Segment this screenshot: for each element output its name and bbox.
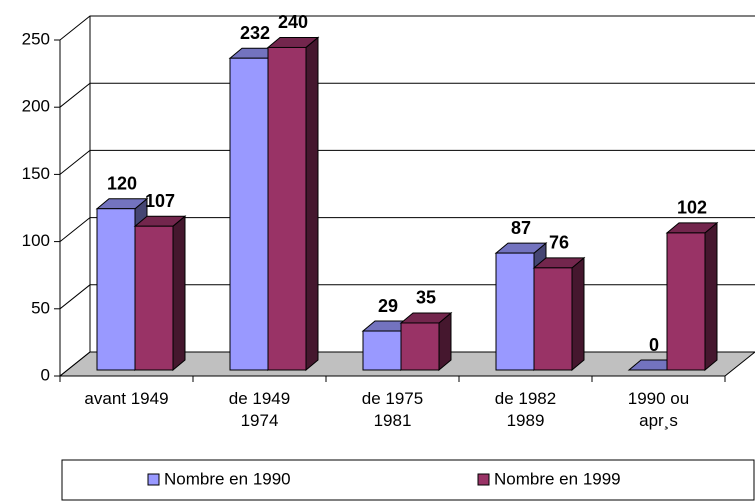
value-label: 0 [649, 335, 659, 355]
bar-side [704, 221, 718, 372]
legend-swatch [147, 473, 160, 486]
grid-line [59, 217, 755, 242]
value-label: 35 [416, 288, 436, 308]
value-label: 87 [511, 218, 531, 238]
bar [96, 208, 136, 371]
value-label: 232 [240, 23, 270, 43]
x-tick-line: de 1949 [229, 389, 290, 408]
legend [61, 459, 755, 501]
x-tick-line: avant 1949 [84, 389, 168, 408]
x-tick-label: de 1982 1989 [495, 389, 556, 430]
bar [400, 322, 440, 371]
grid-line [59, 82, 755, 108]
x-tick-line: 1981 [374, 411, 412, 430]
bar [229, 57, 269, 371]
value-label: 102 [677, 198, 707, 218]
x-tick-label: 1990 ou apr¸s [628, 389, 689, 430]
bar-side [571, 256, 585, 372]
x-tick-line: de 1975 [362, 389, 423, 408]
y-tick-label: 0 [41, 365, 50, 384]
x-tick-line: 1989 [507, 411, 545, 430]
x-tick-line: 1990 ou [628, 389, 689, 408]
bar [495, 252, 535, 371]
bar-side [172, 215, 186, 372]
x-tick-line: apr¸s [639, 411, 678, 430]
y-tick-label: 50 [31, 298, 50, 317]
bar-side [305, 36, 319, 372]
y-tick-label: 250 [22, 29, 50, 48]
value-label: 76 [549, 233, 569, 253]
x-tick-line: 1974 [241, 411, 279, 430]
grid-line [59, 149, 755, 175]
value-label: 120 [107, 173, 137, 193]
value-label: 29 [378, 296, 398, 316]
value-label: 107 [145, 191, 175, 211]
x-tick-line: de 1982 [495, 389, 556, 408]
x-tick-label: de 1975 1981 [362, 389, 423, 430]
y-tick-label: 150 [22, 164, 50, 183]
y-tick-label: 100 [22, 231, 50, 250]
legend-swatch [477, 473, 490, 486]
value-label: 240 [278, 12, 308, 32]
grid-line [59, 15, 755, 41]
legend-label: Nombre en 1999 [494, 469, 621, 488]
bar [267, 46, 307, 371]
bar [666, 232, 706, 371]
x-tick-label: de 1949 1974 [229, 389, 290, 430]
bar [134, 225, 174, 371]
x-tick-label: avant 1949 [84, 389, 168, 408]
bar [533, 267, 573, 371]
legend-label: Nombre en 1990 [164, 469, 291, 488]
y-tick-label: 200 [22, 97, 50, 116]
bar [362, 330, 402, 371]
